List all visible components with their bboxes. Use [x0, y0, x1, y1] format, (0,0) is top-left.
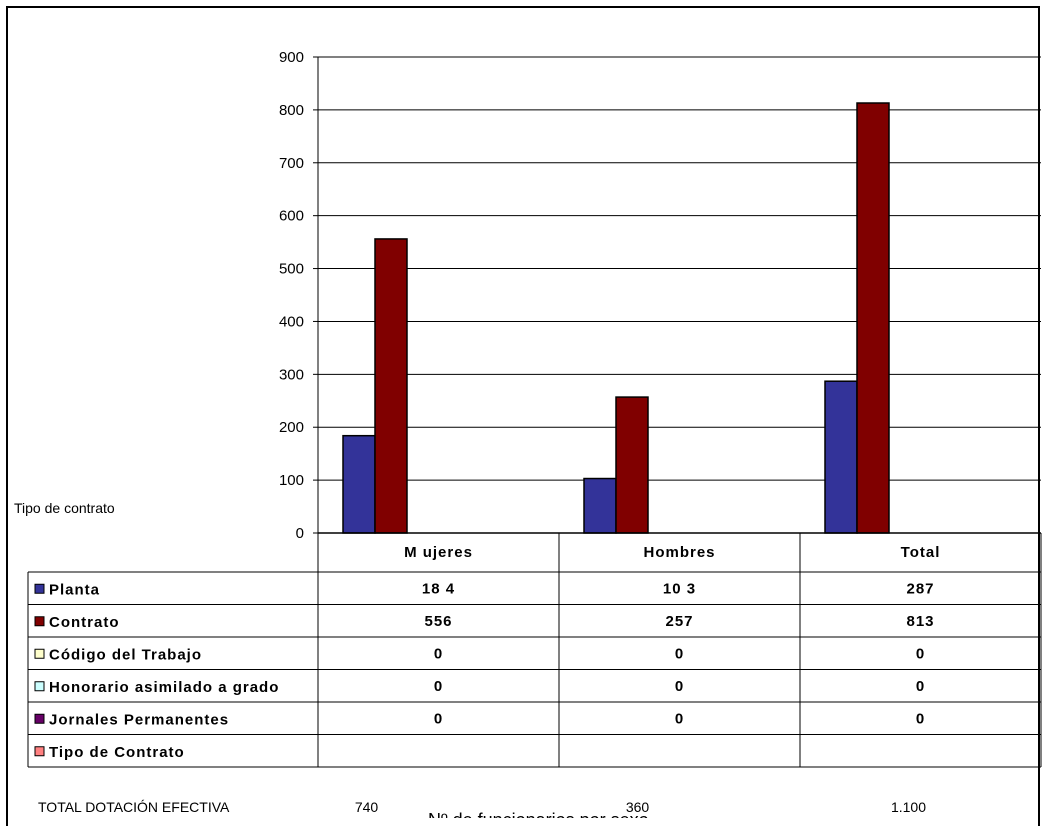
- legend-key: [34, 713, 45, 724]
- side-label: Tipo de contrato: [14, 500, 115, 516]
- data-label: 287: [906, 580, 934, 597]
- data-label: 0: [675, 678, 684, 695]
- data-label: 0: [675, 710, 684, 727]
- chart-frame: [6, 6, 1040, 826]
- total-value: 1.100: [891, 799, 926, 815]
- data-label: 813: [906, 613, 934, 630]
- data-label: 257: [665, 613, 693, 630]
- data-label: 0: [916, 678, 925, 695]
- data-label: 10 3: [663, 580, 696, 597]
- category-label: Total: [901, 544, 941, 561]
- y-tick-label: 300: [279, 366, 304, 383]
- data-label: 0: [434, 710, 443, 727]
- bar: [342, 434, 376, 534]
- legend-key: [34, 746, 45, 757]
- y-tick-label: 700: [279, 155, 304, 172]
- series-label: Honorario asimilado a grado: [49, 679, 279, 696]
- bar: [374, 238, 408, 534]
- series-label: Jornales Permanentes: [49, 711, 229, 728]
- legend-key: [34, 681, 45, 692]
- y-tick-label: 0: [296, 525, 304, 542]
- total-value: 360: [626, 799, 650, 815]
- data-label: 556: [424, 613, 452, 630]
- gridlines: [318, 56, 1041, 481]
- bar: [856, 102, 890, 534]
- chart-title: Nº de funcionarios por sexo: [428, 810, 649, 818]
- series-label: Tipo de Contrato: [49, 744, 185, 761]
- legend-key: [34, 583, 45, 594]
- series-label: Planta: [49, 581, 100, 598]
- y-tick-label: 400: [279, 313, 304, 330]
- data-table: M ujeres Hombres Total Planta 18 4 10 3 287 Con…: [27, 532, 1042, 815]
- series-label: Contrato: [49, 614, 120, 631]
- bars: [342, 102, 890, 534]
- bar: [824, 380, 858, 534]
- data-label: 0: [916, 645, 925, 662]
- data-label: 0: [434, 645, 443, 662]
- y-tick-label: 500: [279, 261, 304, 278]
- y-tick-label: 900: [279, 49, 304, 66]
- total-row-label: TOTAL DOTACIÓN EFECTIVA: [38, 799, 230, 815]
- total-value: 740: [355, 799, 379, 815]
- data-label: 18 4: [422, 580, 455, 597]
- y-tick-label: 800: [279, 102, 304, 119]
- legend-key: [34, 616, 45, 627]
- legend-key: [34, 648, 45, 659]
- y-tick-label: 100: [279, 472, 304, 489]
- category-label: M ujeres: [404, 544, 473, 561]
- y-tick-label: 600: [279, 208, 304, 225]
- category-label: Hombres: [643, 544, 715, 561]
- series-label: Código del Trabajo: [49, 646, 202, 663]
- bar: [583, 477, 617, 534]
- bar: [615, 396, 649, 534]
- data-label: 0: [916, 710, 925, 727]
- y-axis: 0 100 200 300 400 500 600 700 800 900: [279, 49, 319, 542]
- data-label: 0: [675, 645, 684, 662]
- data-label: 0: [434, 678, 443, 695]
- y-tick-label: 200: [279, 419, 304, 436]
